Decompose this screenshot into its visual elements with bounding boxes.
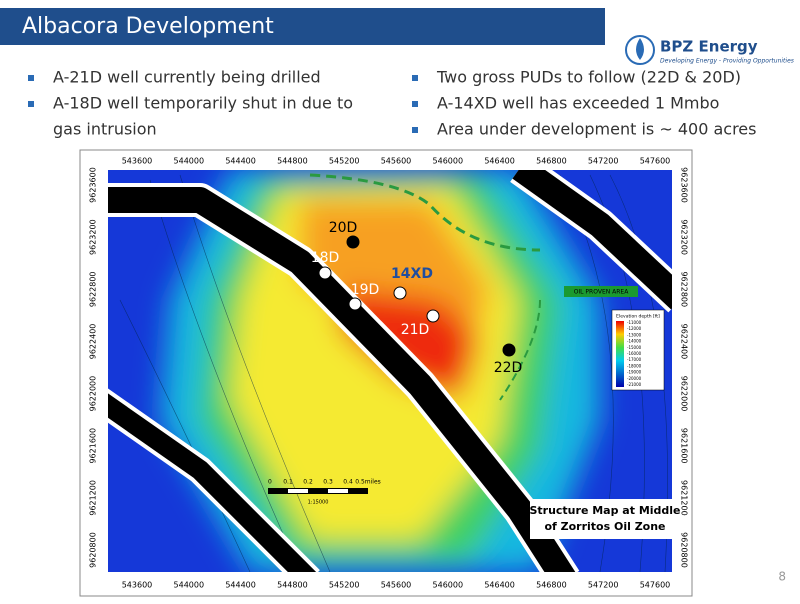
x-tick-label: 543600 <box>122 581 153 590</box>
legend-level: -13000 <box>627 332 642 337</box>
x-tick-label: 545200 <box>329 581 360 590</box>
logo-name: BPZ Energy <box>660 38 758 56</box>
x-tick-label: 544400 <box>225 581 256 590</box>
scale-label: 0.5miles <box>355 479 381 486</box>
bullet-text: gas intrusion <box>53 120 157 139</box>
legend-level: -11000 <box>627 320 642 325</box>
page-number: 8 <box>778 570 786 584</box>
x-tick-label: 544800 <box>277 581 308 590</box>
x-tick-label: 547600 <box>640 157 671 166</box>
title: Albacora Development <box>22 14 274 39</box>
legend-level: -21000 <box>627 382 642 387</box>
x-tick-label: 544800 <box>277 157 308 166</box>
legend-level: -16000 <box>627 351 642 356</box>
legend-level: -14000 <box>627 339 642 344</box>
x-tick-label: 546800 <box>536 581 567 590</box>
legend-title: Elevation depth [ft] <box>616 314 660 320</box>
well-label: 22D <box>494 360 523 376</box>
area-label: OIL PROVEN AREA <box>574 289 630 296</box>
x-tick-label: 543600 <box>122 157 153 166</box>
x-tick-label: 546800 <box>536 157 567 166</box>
scale-label: 0.1 <box>283 479 293 486</box>
well <box>393 286 407 300</box>
title-bar <box>0 8 605 45</box>
y-tick-label: 9621200 <box>680 480 689 516</box>
well <box>502 343 516 357</box>
y-tick-label: 9623600 <box>89 167 98 203</box>
y-tick-label: 9623600 <box>680 167 689 203</box>
y-tick-label: 9622400 <box>89 324 98 360</box>
legend-level: -15000 <box>627 345 642 350</box>
y-tick-label: 9621600 <box>89 428 98 464</box>
y-tick-label: 9623200 <box>89 219 98 255</box>
x-tick-label: 545200 <box>329 157 360 166</box>
legend-level: -20000 <box>627 376 642 381</box>
bullets: A-21D well currently being drilled A-18D … <box>28 68 756 139</box>
well-label: 14XD <box>391 266 433 282</box>
x-tick-label: 545600 <box>381 157 412 166</box>
x-tick-label: 546400 <box>484 157 515 166</box>
x-tick-label: 545600 <box>381 581 412 590</box>
scale-label: 0.3 <box>323 479 333 486</box>
x-tick-label: 544400 <box>225 157 256 166</box>
logo: BPZ Energy Developing Energy - Providing… <box>625 35 794 65</box>
bullet-marker <box>28 75 34 81</box>
scale-label: 0.2 <box>303 479 313 486</box>
legend-level: -18000 <box>627 363 642 368</box>
y-tick-label: 9621600 <box>680 428 689 464</box>
bullet-text: A-14XD well has exceeded 1 Mmbo <box>437 94 719 113</box>
x-tick-label: 547200 <box>588 157 619 166</box>
legend-level: -12000 <box>627 326 642 331</box>
legend-level: -17000 <box>627 357 642 362</box>
scale-label: 0 <box>268 479 272 486</box>
bullet-text: A-18D well temporarily shut in due to <box>53 94 353 113</box>
x-tick-label: 547200 <box>588 581 619 590</box>
legend-level: -19000 <box>627 370 642 375</box>
x-tick-label: 547600 <box>640 581 671 590</box>
x-tick-label: 544000 <box>174 157 205 166</box>
x-tick-label: 546000 <box>433 157 464 166</box>
y-tick-label: 9620800 <box>680 532 689 568</box>
y-tick-label: 9622000 <box>680 376 689 412</box>
well <box>318 266 332 280</box>
bullet-text: A-21D well currently being drilled <box>53 68 321 87</box>
well-label: 18D <box>311 250 340 266</box>
well-label: 19D <box>351 282 380 298</box>
caption: of Zorritos Oil Zone <box>544 520 665 533</box>
bullet-marker <box>412 101 418 107</box>
logo-tagline: Developing Energy - Providing Opportunit… <box>660 58 794 65</box>
well <box>346 235 360 249</box>
well <box>348 297 362 311</box>
y-tick-label: 9623200 <box>680 219 689 255</box>
x-tick-label: 546400 <box>484 581 515 590</box>
map: OIL PROVEN AREA Elevation depth [ft] -11… <box>108 170 672 572</box>
bullet-text: Two gross PUDs to follow (22D & 20D) <box>436 68 741 87</box>
y-tick-label: 9622400 <box>680 324 689 360</box>
well-label: 21D <box>401 322 430 338</box>
y-tick-label: 9620800 <box>89 532 98 568</box>
caption-box <box>530 499 680 539</box>
well <box>426 309 440 323</box>
scale-ratio: 1:15000 <box>308 500 329 506</box>
well-label: 20D <box>329 220 358 236</box>
bullet-text: Area under development is ~ 400 acres <box>437 120 756 139</box>
bullet-marker <box>412 127 418 133</box>
caption: Structure Map at Middle <box>529 504 680 517</box>
bullet-marker <box>28 101 34 107</box>
y-tick-label: 9622800 <box>89 271 98 307</box>
y-tick-label: 9621200 <box>89 480 98 516</box>
bullet-marker <box>412 75 418 81</box>
x-tick-label: 546000 <box>433 581 464 590</box>
x-tick-label: 544000 <box>174 581 205 590</box>
y-tick-label: 9622800 <box>680 271 689 307</box>
y-tick-label: 9622000 <box>89 376 98 412</box>
scale-label: 0.4 <box>343 479 353 486</box>
